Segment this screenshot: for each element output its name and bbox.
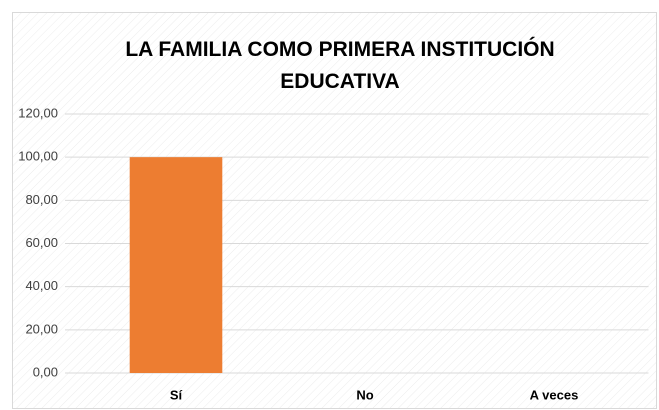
bar <box>129 157 223 373</box>
y-tick-label: 100,00 <box>18 149 58 164</box>
x-tick-label: A veces <box>530 387 579 402</box>
y-tick-label: 20,00 <box>25 321 58 336</box>
x-tick-label: Sí <box>170 387 183 402</box>
y-tick-label: 120,00 <box>18 105 58 120</box>
y-tick-label: 80,00 <box>25 192 58 207</box>
x-tick-label: No <box>356 387 373 402</box>
y-tick-label: 40,00 <box>25 278 58 293</box>
y-tick-label: 0,00 <box>33 364 58 379</box>
chart-area <box>12 12 657 409</box>
chart-title: LA FAMILIA COMO PRIMERA INSTITUCIÓN EDUC… <box>125 38 555 93</box>
y-tick-label: 60,00 <box>25 235 58 250</box>
